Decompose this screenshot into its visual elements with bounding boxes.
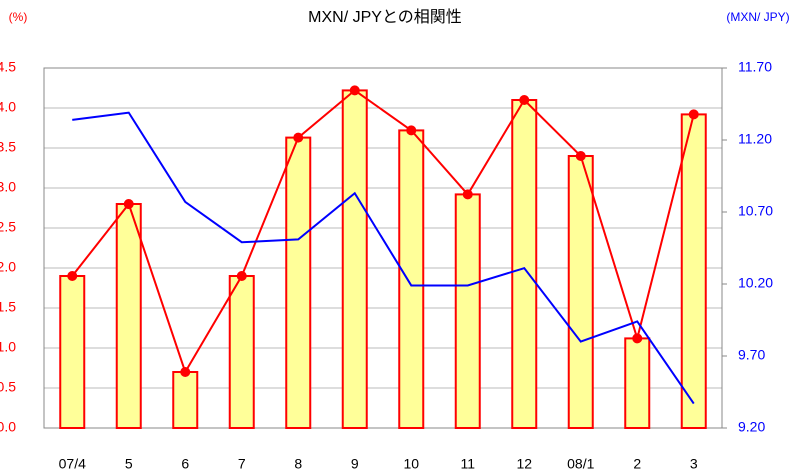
bar <box>567 155 594 429</box>
x-tick-label: 12 <box>516 456 532 472</box>
marker <box>462 189 473 200</box>
rate-line <box>72 111 695 405</box>
y-tick-label: 1.5 <box>0 299 16 315</box>
marker <box>180 367 191 377</box>
x-tick-label: 7 <box>238 456 246 472</box>
bar <box>454 193 481 429</box>
marker <box>67 271 78 281</box>
bar <box>285 136 312 429</box>
marker <box>575 151 586 161</box>
marker <box>236 271 247 281</box>
marker <box>688 109 699 120</box>
y2-tick-label: 9.70 <box>738 347 765 363</box>
x-tick-label: 10 <box>403 456 419 472</box>
x-tick-label: 07/4 <box>59 456 86 472</box>
bar <box>398 129 425 429</box>
bar <box>115 203 142 429</box>
y2-tick-label: 9.20 <box>738 419 765 435</box>
y-tick-label: 4.5 <box>0 59 16 75</box>
x-tick-label: 3 <box>690 456 698 472</box>
bar <box>624 337 651 429</box>
marker <box>293 132 304 143</box>
y2-axis-label: (MXN/ JPY) <box>726 10 789 24</box>
x-tick-label: 5 <box>125 456 133 472</box>
y-tick-label: 4.0 <box>0 99 16 115</box>
y-tick-label: 2.0 <box>0 259 16 275</box>
y-tick-label: 3.0 <box>0 179 16 195</box>
bar-top-line <box>71 89 695 375</box>
bar <box>680 113 707 430</box>
bar <box>172 371 199 429</box>
bar <box>341 89 368 430</box>
plot-frame <box>43 67 723 429</box>
bar <box>511 99 538 429</box>
bar <box>228 275 255 429</box>
y2-tick-label: 10.20 <box>738 275 773 291</box>
y2-tick-label: 11.70 <box>738 59 772 75</box>
x-tick-label: 11 <box>460 456 475 472</box>
x-tick-label: 08/1 <box>567 456 594 472</box>
y-tick-label: 2.5 <box>0 219 16 235</box>
x-tick-label: 6 <box>181 456 189 472</box>
x-tick-label: 2 <box>633 456 641 472</box>
y-tick-label: 3.5 <box>0 139 16 155</box>
y2-tick-label: 11.20 <box>738 131 772 147</box>
y-tick-label: 1.0 <box>0 339 16 355</box>
bar <box>59 275 86 429</box>
y-tick-label: 0.0 <box>0 419 16 435</box>
x-tick-label: 8 <box>294 456 302 472</box>
chart-title: MXN/ JPYとの相関性 <box>308 8 462 26</box>
marker <box>519 95 530 105</box>
marker <box>123 199 134 209</box>
marker <box>406 125 417 136</box>
x-tick-label: 9 <box>351 456 359 472</box>
y-tick-label: 0.5 <box>0 379 16 395</box>
marker <box>349 85 360 96</box>
y2-tick-label: 10.70 <box>738 203 773 219</box>
marker <box>632 333 643 344</box>
y-axis-label: (%) <box>9 10 28 24</box>
